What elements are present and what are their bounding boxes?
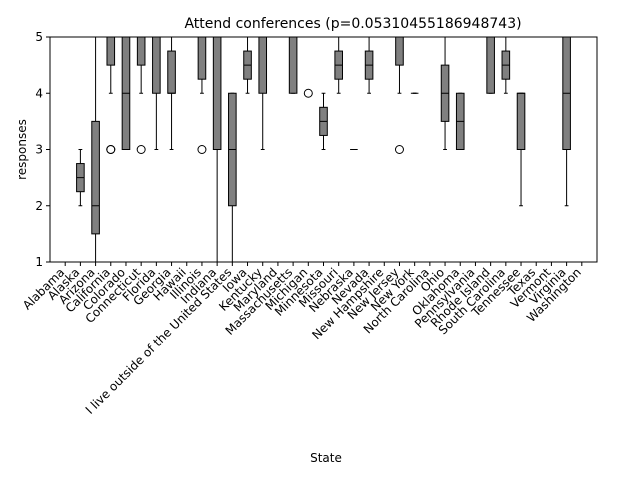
box-group	[91, 36, 100, 263]
box-iqr	[136, 36, 146, 66]
box-iqr	[91, 120, 100, 235]
box-iqr	[516, 92, 526, 150]
outlier-point	[106, 145, 116, 154]
box-iqr	[288, 36, 298, 94]
box-iqr	[395, 36, 404, 66]
outlier-point	[303, 88, 313, 98]
axes-frame	[49, 36, 598, 263]
y-tick-label: 1	[35, 255, 43, 269]
box-group	[121, 36, 131, 150]
box-group	[228, 92, 237, 263]
box-group	[516, 92, 526, 207]
box-group	[76, 149, 85, 207]
box-iqr	[152, 36, 161, 94]
box-group	[319, 92, 328, 150]
box-group	[288, 36, 298, 94]
y-tick-label: 3	[35, 143, 43, 157]
x-axis-label: State	[310, 451, 342, 465]
box-iqr	[106, 36, 116, 66]
box-group	[334, 36, 343, 94]
box-iqr	[197, 36, 207, 80]
box-iqr	[167, 50, 176, 94]
y-axis-label: responses	[15, 119, 29, 180]
box-group	[440, 36, 450, 150]
y-tick-label: 5	[35, 30, 43, 44]
box-group	[486, 36, 495, 94]
box-iqr	[258, 36, 268, 94]
outlier-point	[197, 145, 207, 154]
box-iqr	[212, 36, 222, 150]
box-iqr	[486, 36, 495, 94]
chart-title: Attend conferences (p=0.0531045518694874…	[184, 16, 521, 32]
outlier-point	[394, 145, 404, 154]
outlier-point	[136, 145, 146, 154]
box-group	[364, 36, 374, 94]
y-axis: 1 2 3 4 5	[35, 30, 50, 269]
box-group	[455, 92, 465, 150]
box-group	[167, 36, 176, 150]
y-tick-label: 4	[35, 86, 43, 100]
y-tick-label: 2	[35, 199, 43, 213]
